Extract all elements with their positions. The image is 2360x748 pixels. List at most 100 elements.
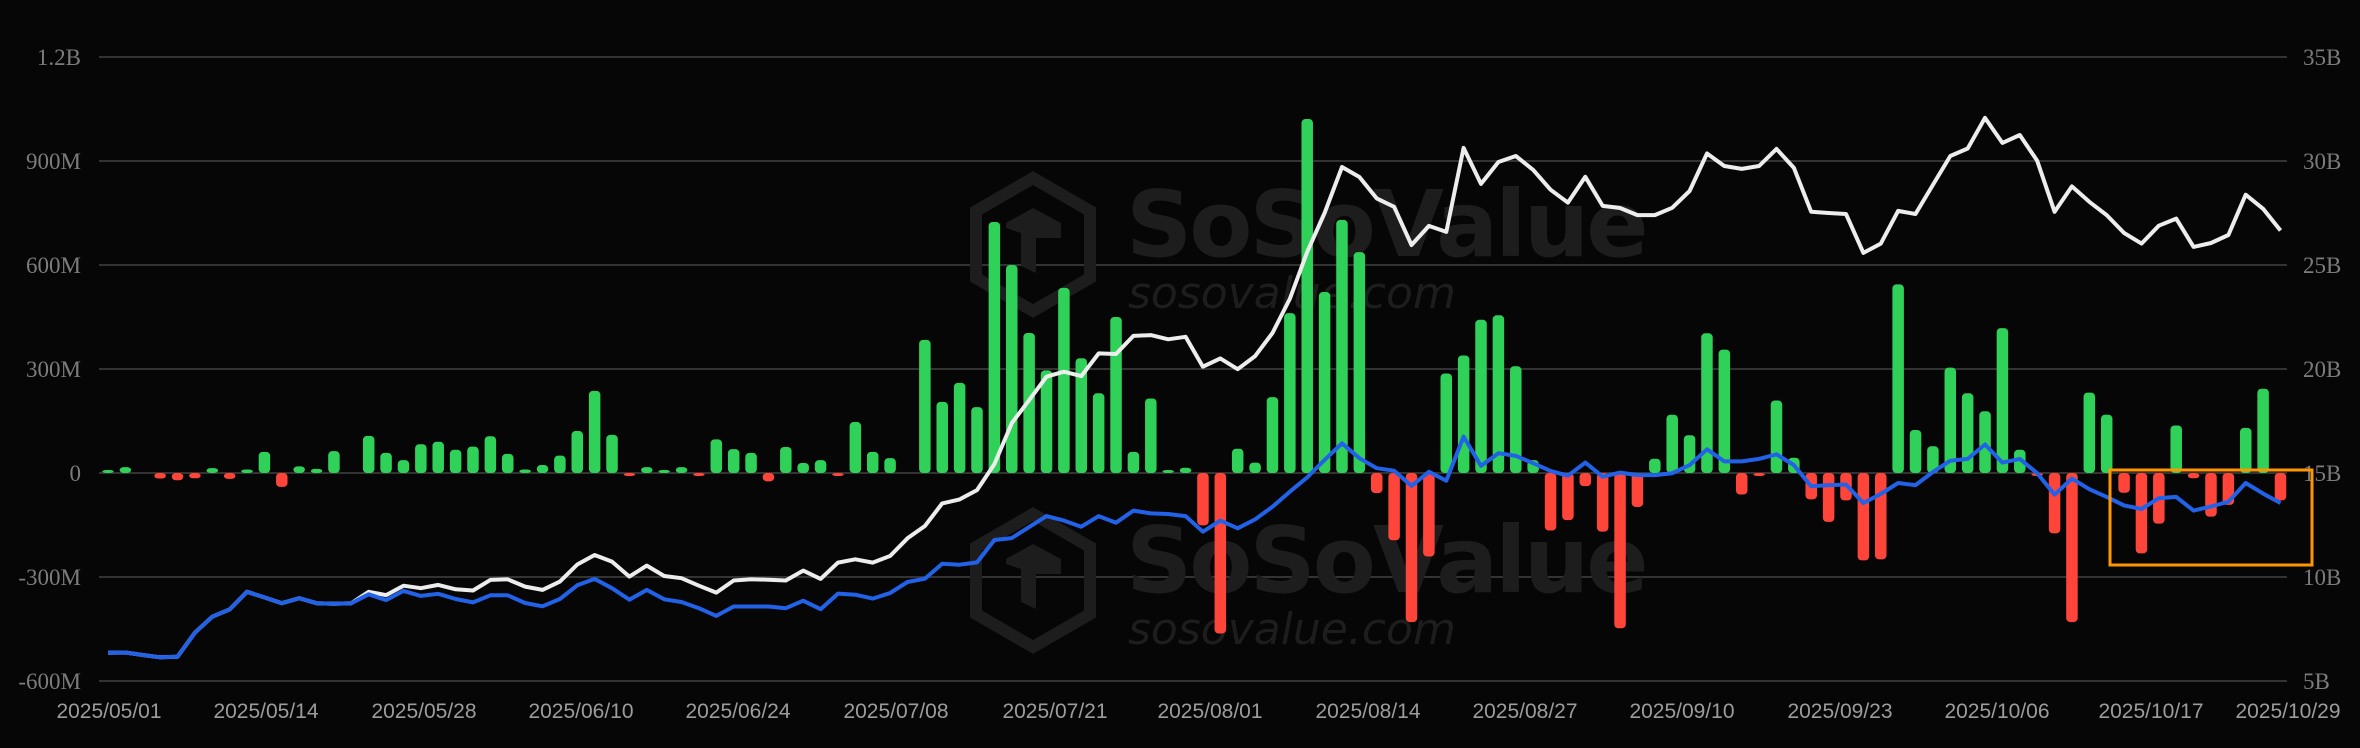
inflow-bar bbox=[1944, 367, 1957, 473]
inflow-bar bbox=[884, 458, 896, 473]
inflow-bar bbox=[849, 422, 862, 473]
inflow-bar bbox=[1440, 373, 1453, 473]
x-tick-label: 2025/06/10 bbox=[528, 700, 633, 723]
x-tick-label: 2025/10/29 bbox=[2235, 700, 2340, 723]
highlight-box bbox=[2108, 468, 2314, 567]
outflow-bar bbox=[154, 473, 166, 479]
inflow-bar bbox=[1249, 462, 1261, 473]
inflow-bar bbox=[1075, 358, 1088, 473]
inflow-bar bbox=[1110, 317, 1122, 473]
inflow-bar bbox=[415, 444, 427, 473]
inflow-bar bbox=[2100, 414, 2113, 473]
inflow-bar bbox=[1979, 411, 1991, 473]
inflow-bar bbox=[710, 439, 723, 473]
inflow-bar bbox=[780, 447, 792, 473]
inflow-bar bbox=[484, 436, 497, 473]
right-tick-label: 35B bbox=[2303, 45, 2341, 70]
gridlines bbox=[99, 56, 2287, 682]
inflow-bar bbox=[1770, 400, 1783, 473]
inflow-bar bbox=[119, 467, 132, 473]
inflow-bar bbox=[2239, 427, 2252, 473]
outflow-bar bbox=[1562, 473, 1574, 521]
outflow-bar bbox=[1423, 473, 1435, 557]
outflow-bar bbox=[171, 473, 184, 481]
outflow-bar bbox=[2274, 473, 2287, 501]
x-tick-label: 2025/05/01 bbox=[56, 700, 161, 723]
inflow-bar bbox=[641, 467, 653, 473]
inflow-bar bbox=[2257, 388, 2269, 473]
line-series bbox=[107, 115, 2283, 660]
inflow-bar bbox=[1127, 451, 1140, 473]
inflow-bar bbox=[1996, 328, 2009, 473]
inflow-bar bbox=[588, 390, 601, 473]
outflow-bar bbox=[2048, 473, 2061, 534]
inflow-bar bbox=[2170, 425, 2182, 473]
inflow-bar bbox=[866, 451, 879, 473]
outflow-bar bbox=[693, 473, 705, 476]
outflow-bar bbox=[2205, 473, 2217, 517]
inflow-bar bbox=[658, 470, 670, 473]
inflow-bar bbox=[362, 435, 375, 473]
x-tick-label: 2025/09/10 bbox=[1629, 700, 1734, 723]
left-tick-label: 900M bbox=[26, 149, 81, 174]
inflow-bar bbox=[919, 339, 931, 473]
sosovalue-logo-icon bbox=[970, 171, 1096, 318]
outflow-bar bbox=[832, 473, 844, 476]
inflow-bar bbox=[1649, 458, 1661, 473]
inflow-bar bbox=[936, 401, 948, 473]
outflow-bar bbox=[1822, 473, 1835, 522]
left-tick-label: 0 bbox=[70, 461, 82, 486]
x-tick-label: 2025/07/21 bbox=[1002, 700, 1107, 723]
outflow-bar bbox=[1596, 473, 1609, 532]
inflow-bar bbox=[1961, 393, 1974, 473]
inflow-bar bbox=[727, 449, 740, 473]
outflow-bar bbox=[1388, 473, 1400, 541]
inflow-bar bbox=[293, 466, 305, 473]
watermark-bottom: SoSoValue sosovalue.com bbox=[970, 507, 1649, 655]
inflow-bar bbox=[1666, 414, 1678, 473]
inflow-bar bbox=[258, 451, 271, 473]
outflow-bar bbox=[1370, 473, 1383, 494]
left-tick-label: 600M bbox=[26, 253, 81, 278]
inflow-bar bbox=[1231, 448, 1244, 473]
right-tick-label: 10B bbox=[2303, 565, 2341, 590]
outflow-bar bbox=[1631, 473, 1644, 507]
inflow-bar bbox=[1892, 284, 1904, 473]
outflow-bar bbox=[1579, 473, 1592, 487]
right-tick-label: 15B bbox=[2303, 461, 2341, 486]
inflow-bar bbox=[988, 222, 1001, 473]
inflow-bar bbox=[1353, 252, 1366, 473]
right-axis: 35B 30B 25B 20B 15B 10B 5B bbox=[2303, 45, 2341, 694]
right-tick-label: 20B bbox=[2303, 357, 2341, 382]
inflow-bar bbox=[1058, 287, 1070, 473]
sosovalue-logo-icon bbox=[970, 507, 1096, 654]
inflow-bar bbox=[1301, 119, 1313, 473]
outflow-bar bbox=[2135, 473, 2148, 554]
inflow-bar bbox=[380, 452, 392, 473]
outflow-bar bbox=[1735, 473, 1748, 495]
left-tick-label: -300M bbox=[18, 565, 81, 590]
x-tick-label: 2025/08/01 bbox=[1157, 700, 1262, 723]
inflow-bar bbox=[571, 431, 584, 473]
inflow-bar bbox=[1162, 470, 1174, 473]
inflow-bar bbox=[1266, 397, 1279, 473]
right-tick-label: 5B bbox=[2303, 669, 2330, 694]
inflow-bar bbox=[554, 455, 566, 473]
outflow-bar bbox=[1197, 473, 1209, 526]
outflow-bar bbox=[1214, 473, 1227, 634]
x-tick-label: 2025/05/14 bbox=[213, 700, 318, 723]
outflow-bar bbox=[2187, 473, 2200, 479]
bar-series bbox=[102, 119, 2287, 634]
outflow-bar bbox=[1857, 473, 1870, 561]
inflow-bar bbox=[675, 467, 688, 473]
watermark-site: sosovalue.com bbox=[1128, 604, 1456, 655]
x-tick-label: 2025/10/06 bbox=[1944, 700, 2049, 723]
outflow-bar bbox=[276, 473, 288, 487]
inflow-bar bbox=[2083, 392, 2096, 473]
inflow-bar bbox=[519, 469, 531, 473]
inflow-bar bbox=[501, 453, 514, 473]
right-tick-label: 25B bbox=[2303, 253, 2341, 278]
inflow-bar bbox=[814, 460, 827, 473]
outflow-bar bbox=[1544, 473, 1557, 531]
inflow-bar bbox=[1092, 393, 1105, 473]
